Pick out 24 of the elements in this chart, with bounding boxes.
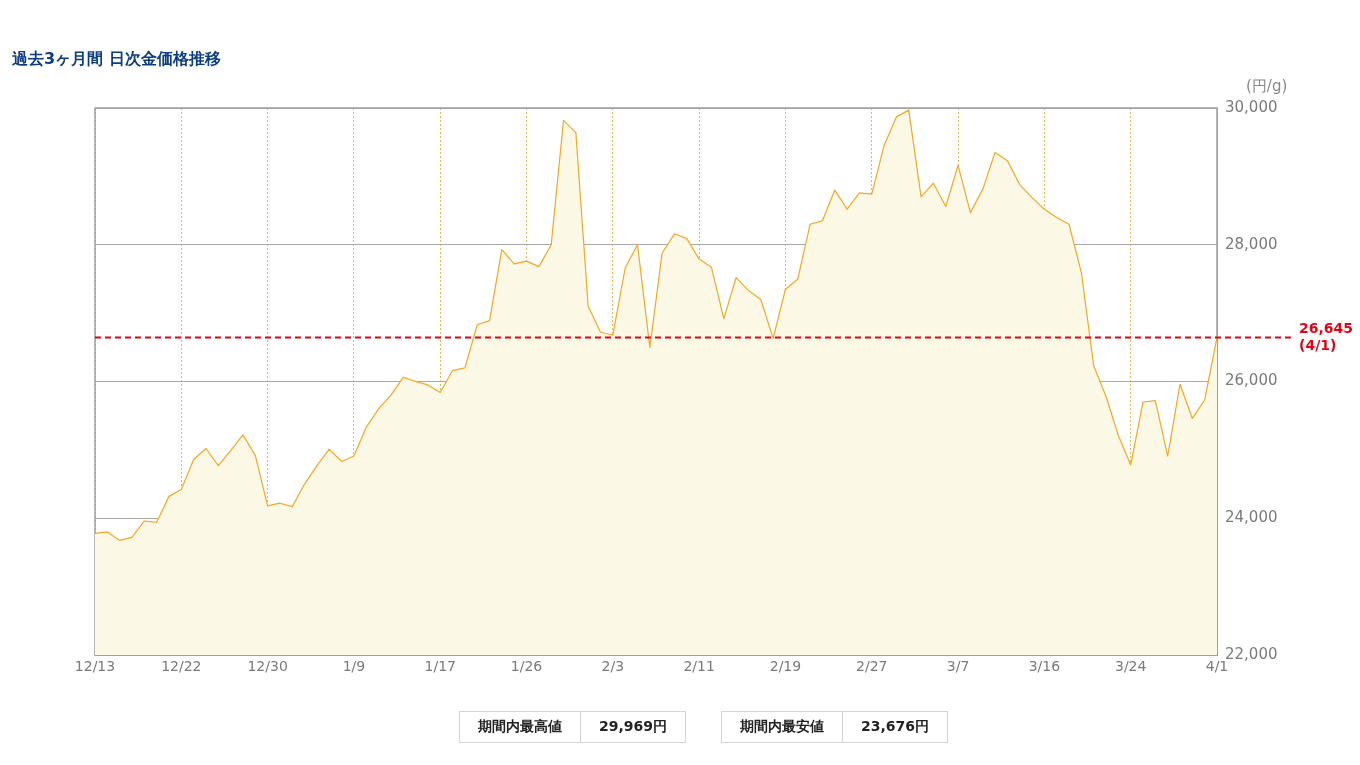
x-tick-label: 2/3 — [601, 658, 625, 675]
x-tick-label: 1/9 — [342, 658, 366, 675]
chart-title: 過去3ヶ月間 日次金価格推移 — [12, 49, 221, 70]
x-tick-label: 3/24 — [1114, 658, 1147, 675]
y-tick-label: 24,000 — [1225, 508, 1278, 527]
x-tick-label: 2/19 — [769, 658, 802, 675]
text: 23,676円 — [842, 712, 948, 742]
x-tick-label: 3/16 — [1028, 658, 1061, 675]
y-tick-label: 30,000 — [1225, 97, 1278, 116]
text: 期間内最高値 — [477, 717, 563, 736]
x-tick-label: 3/7 — [946, 658, 970, 675]
x-tick-label: 1/26 — [510, 658, 543, 675]
text: 29,969円 — [580, 712, 686, 742]
y-tick-label: 28,000 — [1225, 234, 1278, 253]
x-tick-label: 2/27 — [856, 658, 888, 675]
x-tick-label: 12/30 — [247, 658, 288, 675]
x-tick-label: 12/22 — [161, 658, 202, 675]
text: 期間内最安値 — [739, 717, 826, 736]
x-tick-label: 2/11 — [683, 658, 715, 675]
x-tick-label: 1/17 — [424, 658, 456, 675]
y-tick-label: 26,000 — [1225, 371, 1278, 390]
y-axis-title: (円/g) — [1246, 76, 1288, 95]
ref-line-label: 26,645 (4/1) — [1299, 319, 1354, 353]
x-tick-label: 12/13 — [74, 658, 116, 675]
